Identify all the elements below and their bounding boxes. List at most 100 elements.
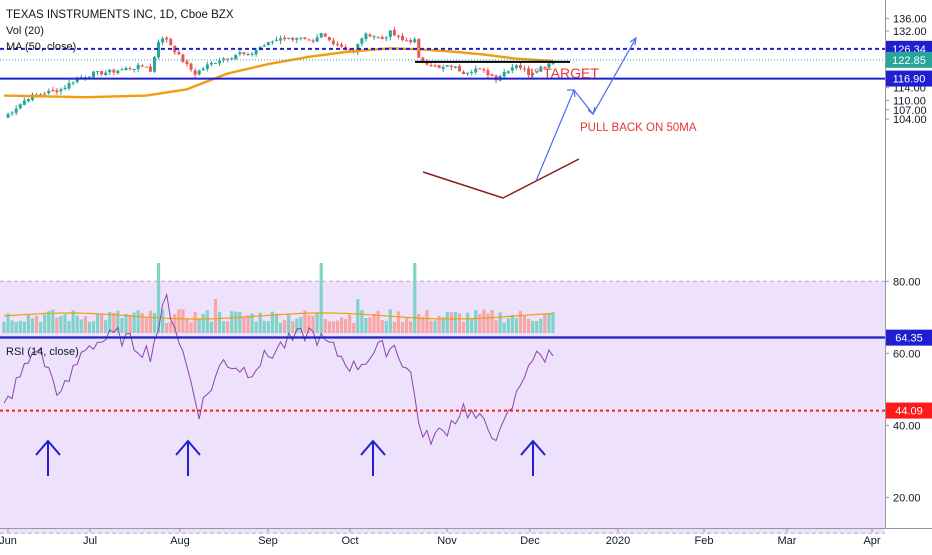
- volume-bar: [299, 316, 303, 333]
- volume-bar: [494, 320, 498, 333]
- volume-bar: [258, 312, 262, 333]
- candle-body: [551, 62, 555, 64]
- volume-legend[interactable]: Vol (20): [6, 25, 44, 37]
- candle-body: [474, 68, 478, 73]
- volume-bar: [209, 321, 213, 333]
- candle-body: [453, 66, 457, 68]
- candle-body: [26, 99, 30, 102]
- candle-body: [315, 37, 319, 42]
- price-tick-label: 110.00: [893, 95, 926, 107]
- candle-body: [230, 58, 234, 60]
- volume-bar: [6, 313, 10, 333]
- candle-body: [388, 30, 392, 38]
- price-level-badge: [886, 70, 932, 87]
- time-tick-label: Apr: [863, 535, 880, 547]
- candle-body: [152, 56, 156, 72]
- candle-body: [368, 34, 372, 37]
- volume-bar: [18, 320, 22, 333]
- annotation-pullback: PULL BACK ON 50MA: [580, 122, 697, 134]
- volume-bar: [10, 320, 14, 333]
- candle-body: [100, 71, 104, 75]
- volume-bar: [266, 321, 270, 333]
- volume-bar: [547, 313, 551, 333]
- candle-body: [161, 38, 165, 43]
- candle-body: [266, 42, 270, 46]
- volume-bar: [104, 320, 108, 333]
- rsi-level-badge: [886, 329, 932, 346]
- volume-bar: [409, 321, 413, 333]
- candle-body: [514, 65, 518, 68]
- volume-bar: [303, 310, 307, 333]
- candle-body: [270, 41, 274, 43]
- volume-bar: [339, 317, 344, 333]
- candle-body: [531, 72, 535, 75]
- volume-bar: [47, 311, 51, 333]
- volume-bar: [250, 313, 254, 333]
- volume-bar: [539, 318, 543, 333]
- volume-bar: [108, 311, 112, 333]
- price-tick-label: 132.00: [893, 26, 927, 38]
- volume-bar: [518, 310, 523, 333]
- candle-body: [189, 63, 193, 70]
- candle-body: [136, 64, 140, 70]
- candle-body: [116, 70, 120, 74]
- candle-body: [67, 83, 71, 89]
- candle-body: [39, 94, 43, 96]
- candle-body: [506, 71, 510, 73]
- volume-bar: [470, 319, 474, 333]
- candle-body: [148, 66, 152, 72]
- candle-body: [157, 41, 161, 58]
- volume-bar: [437, 315, 441, 333]
- candle-body: [18, 104, 22, 109]
- volume-bar: [368, 317, 372, 333]
- volume-bar: [189, 322, 193, 333]
- candle-body: [120, 69, 124, 71]
- volume-bar: [457, 313, 462, 333]
- candle-body: [246, 54, 250, 56]
- rsi-arrow-head: [175, 439, 201, 456]
- volume-bar: [30, 318, 35, 333]
- rsi-tick-label: 40.00: [893, 420, 921, 432]
- candle-body: [254, 50, 258, 55]
- volume-bar: [120, 318, 124, 333]
- volume-bar: [461, 321, 466, 333]
- candle-body: [283, 37, 287, 40]
- rsi-level-badge: [886, 402, 932, 419]
- candle-body: [457, 66, 461, 72]
- ma-legend[interactable]: MA (50, close): [6, 41, 77, 53]
- candle-body: [303, 37, 307, 39]
- pullback-arrowhead: [587, 106, 596, 116]
- candle-body: [543, 66, 547, 68]
- candle-body: [43, 93, 47, 95]
- candle-body: [299, 37, 303, 39]
- target-arrowhead: [629, 36, 637, 46]
- volume-bar: [79, 319, 83, 333]
- volume-bar: [136, 310, 140, 333]
- candle-body: [486, 70, 490, 76]
- volume-bar: [22, 321, 26, 333]
- rsi-legend[interactable]: RSI (14, close): [6, 346, 79, 358]
- volume-bar: [55, 317, 59, 333]
- rsi-line: [3, 292, 554, 446]
- volume-bar: [262, 320, 266, 333]
- candle-body: [181, 54, 185, 63]
- volume-bars: [2, 263, 555, 333]
- symbol-title: TEXAS INSTRUMENTS INC, 1D, Cboe BZX: [6, 9, 234, 21]
- candle-body: [6, 113, 10, 118]
- candle-body: [209, 62, 213, 65]
- candle-body: [413, 39, 417, 43]
- volume-bar: [234, 311, 238, 333]
- candle-body: [364, 33, 368, 40]
- volume-bar: [217, 311, 222, 333]
- time-tick-label: Mar: [778, 535, 797, 547]
- volume-bar: [71, 310, 75, 333]
- volume-bar: [474, 309, 478, 333]
- volume-bar: [144, 317, 148, 333]
- volume-bar: [242, 316, 246, 333]
- last-price-badge: [886, 51, 932, 68]
- candle-body: [392, 29, 396, 36]
- candle-body: [234, 55, 238, 60]
- candle-body: [169, 38, 173, 46]
